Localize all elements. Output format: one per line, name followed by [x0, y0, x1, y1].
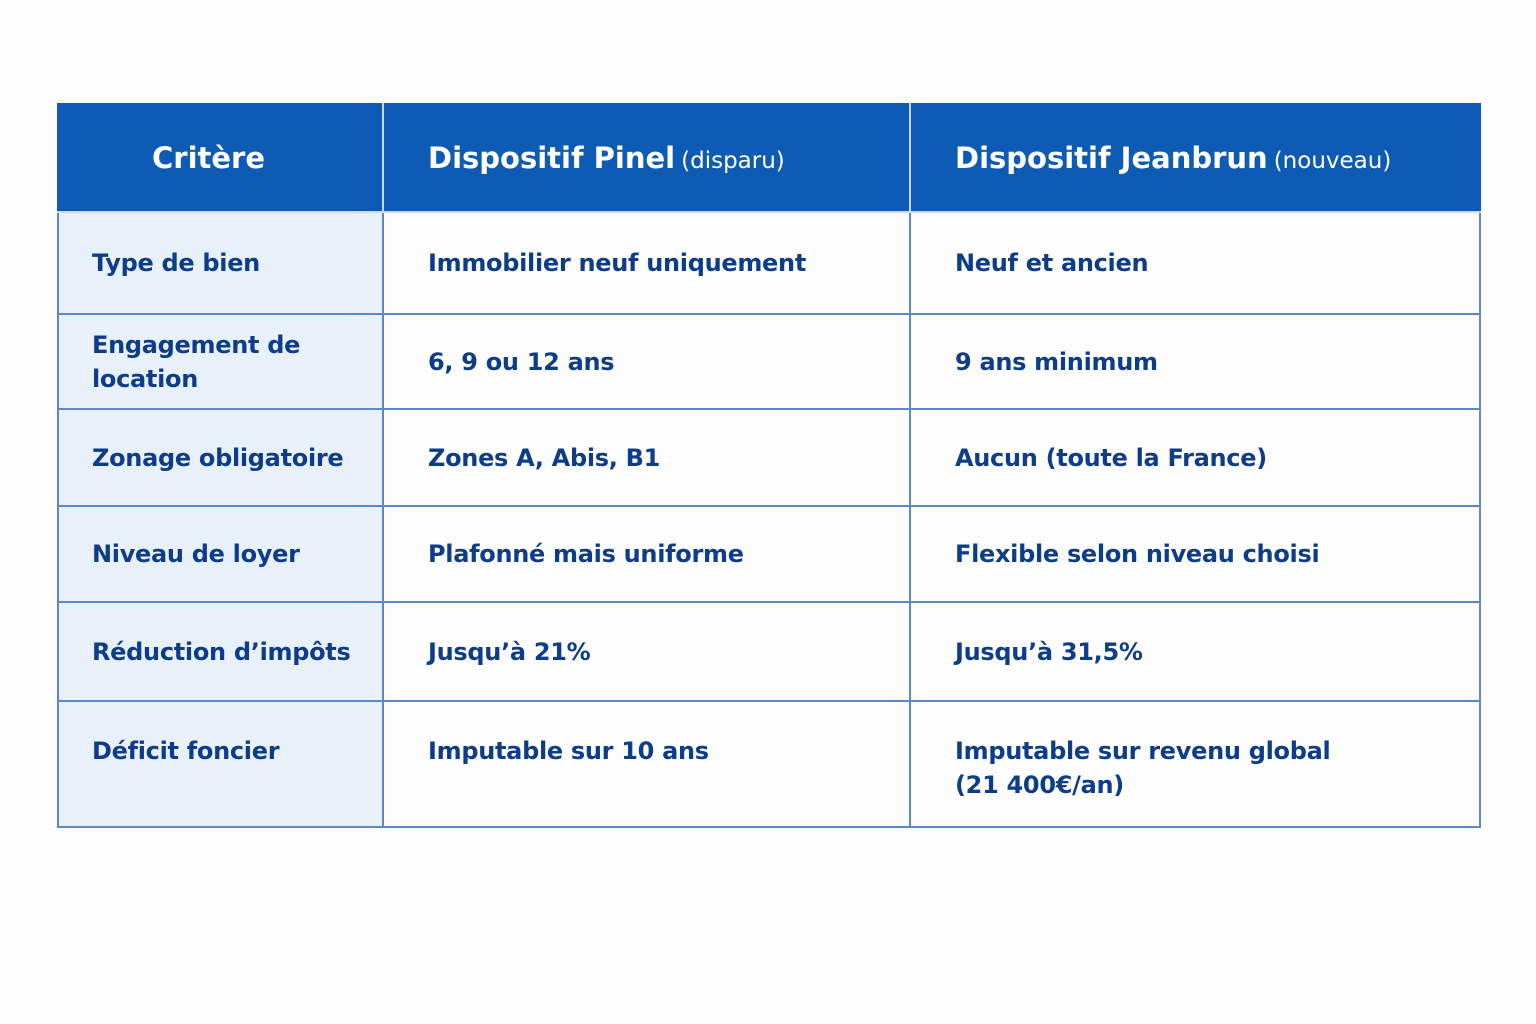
value-cell: Flexible selon niveau choisi: [909, 505, 1481, 603]
value-cell: 6, 9 ou 12 ans: [382, 313, 911, 410]
criterion-cell: Niveau de loyer: [57, 505, 384, 603]
table-header: Critère Dispositif Pinel (disparu) Dispos…: [57, 103, 1481, 213]
header-note: (nouveau): [1273, 148, 1392, 174]
table-row: Niveau de loyer Plafonné mais uniforme Fle…: [57, 505, 1481, 603]
cell-text: Jusqu’à 21%: [428, 637, 591, 666]
cell-text: 9 ans minimum: [955, 347, 1158, 376]
cell-text: Immobilier neuf uniquement: [428, 249, 806, 277]
table-body: Type de bien Immobilier neuf uniquement Ne…: [57, 211, 1481, 828]
cell-text: Engagement de location: [92, 330, 301, 393]
criterion-cell: Déficit foncier: [57, 700, 384, 828]
value-cell: Jusqu’à 31,5%: [909, 601, 1481, 702]
header-note: (disparu): [681, 148, 785, 174]
cell-text: Flexible selon niveau choisi: [955, 540, 1320, 568]
header-text: Dispositif Pinel: [428, 141, 676, 175]
cell-text: Déficit foncier: [92, 737, 280, 765]
header-text: Critère: [152, 141, 266, 175]
cell-text: Neuf et ancien: [955, 249, 1149, 277]
value-cell: Imputable sur 10 ans: [382, 700, 911, 828]
cell-text: Réduction d’impôts: [92, 637, 351, 666]
value-cell: Zones A, Abis, B1: [382, 408, 911, 507]
cell-text: Type de bien: [92, 249, 260, 277]
criterion-cell: Engagement de location: [57, 313, 384, 410]
header-row: Critère Dispositif Pinel (disparu) Dispos…: [57, 103, 1481, 213]
table-row: Zonage obligatoire Zones A, Abis, B1 Aucun…: [57, 408, 1481, 507]
cell-line: (21 400€/an): [955, 771, 1124, 799]
header-cell: Dispositif Pinel (disparu): [382, 103, 911, 213]
value-cell: Aucun (toute la France): [909, 408, 1481, 507]
criterion-cell: Zonage obligatoire: [57, 408, 384, 507]
cell-text: Zones A, Abis, B1: [428, 443, 661, 472]
cell-text: Niveau de loyer: [92, 540, 300, 568]
value-cell: Jusqu’à 21%: [382, 601, 911, 702]
cell-line: Imputable sur revenu global: [955, 737, 1331, 765]
value-cell: Neuf et ancien: [909, 211, 1481, 315]
table-row: Type de bien Immobilier neuf uniquement Ne…: [57, 211, 1481, 315]
value-cell: Plafonné mais uniforme: [382, 505, 911, 603]
cell-text: Jusqu’à 31,5%: [955, 637, 1143, 666]
cell-text: Imputable sur 10 ans: [428, 737, 709, 765]
criterion-cell: Réduction d’impôts: [57, 601, 384, 702]
value-cell: 9 ans minimum: [909, 313, 1481, 410]
comparison-table: Critère Dispositif Pinel (disparu) Dispos…: [57, 103, 1481, 828]
value-cell: Immobilier neuf uniquement: [382, 211, 911, 315]
cell-text: Aucun (toute la France): [955, 443, 1267, 472]
header-text: Dispositif Jeanbrun: [955, 141, 1268, 175]
cell-text: Plafonné mais uniforme: [428, 540, 744, 568]
table-row: Réduction d’impôts Jusqu’à 21% Jusqu’à 31,…: [57, 601, 1481, 702]
cell-text: 6, 9 ou 12 ans: [428, 347, 615, 376]
header-cell: Dispositif Jeanbrun (nouveau): [909, 103, 1481, 213]
criterion-cell: Type de bien: [57, 211, 384, 315]
value-cell: Imputable sur revenu global (21 400€/an): [909, 700, 1481, 828]
header-cell: Critère: [57, 103, 384, 213]
table-row: Déficit foncier Imputable sur 10 ans Imput…: [57, 700, 1481, 828]
table-row: Engagement de location 6, 9 ou 12 ans 9 an…: [57, 313, 1481, 410]
cell-text: Zonage obligatoire: [92, 443, 344, 472]
